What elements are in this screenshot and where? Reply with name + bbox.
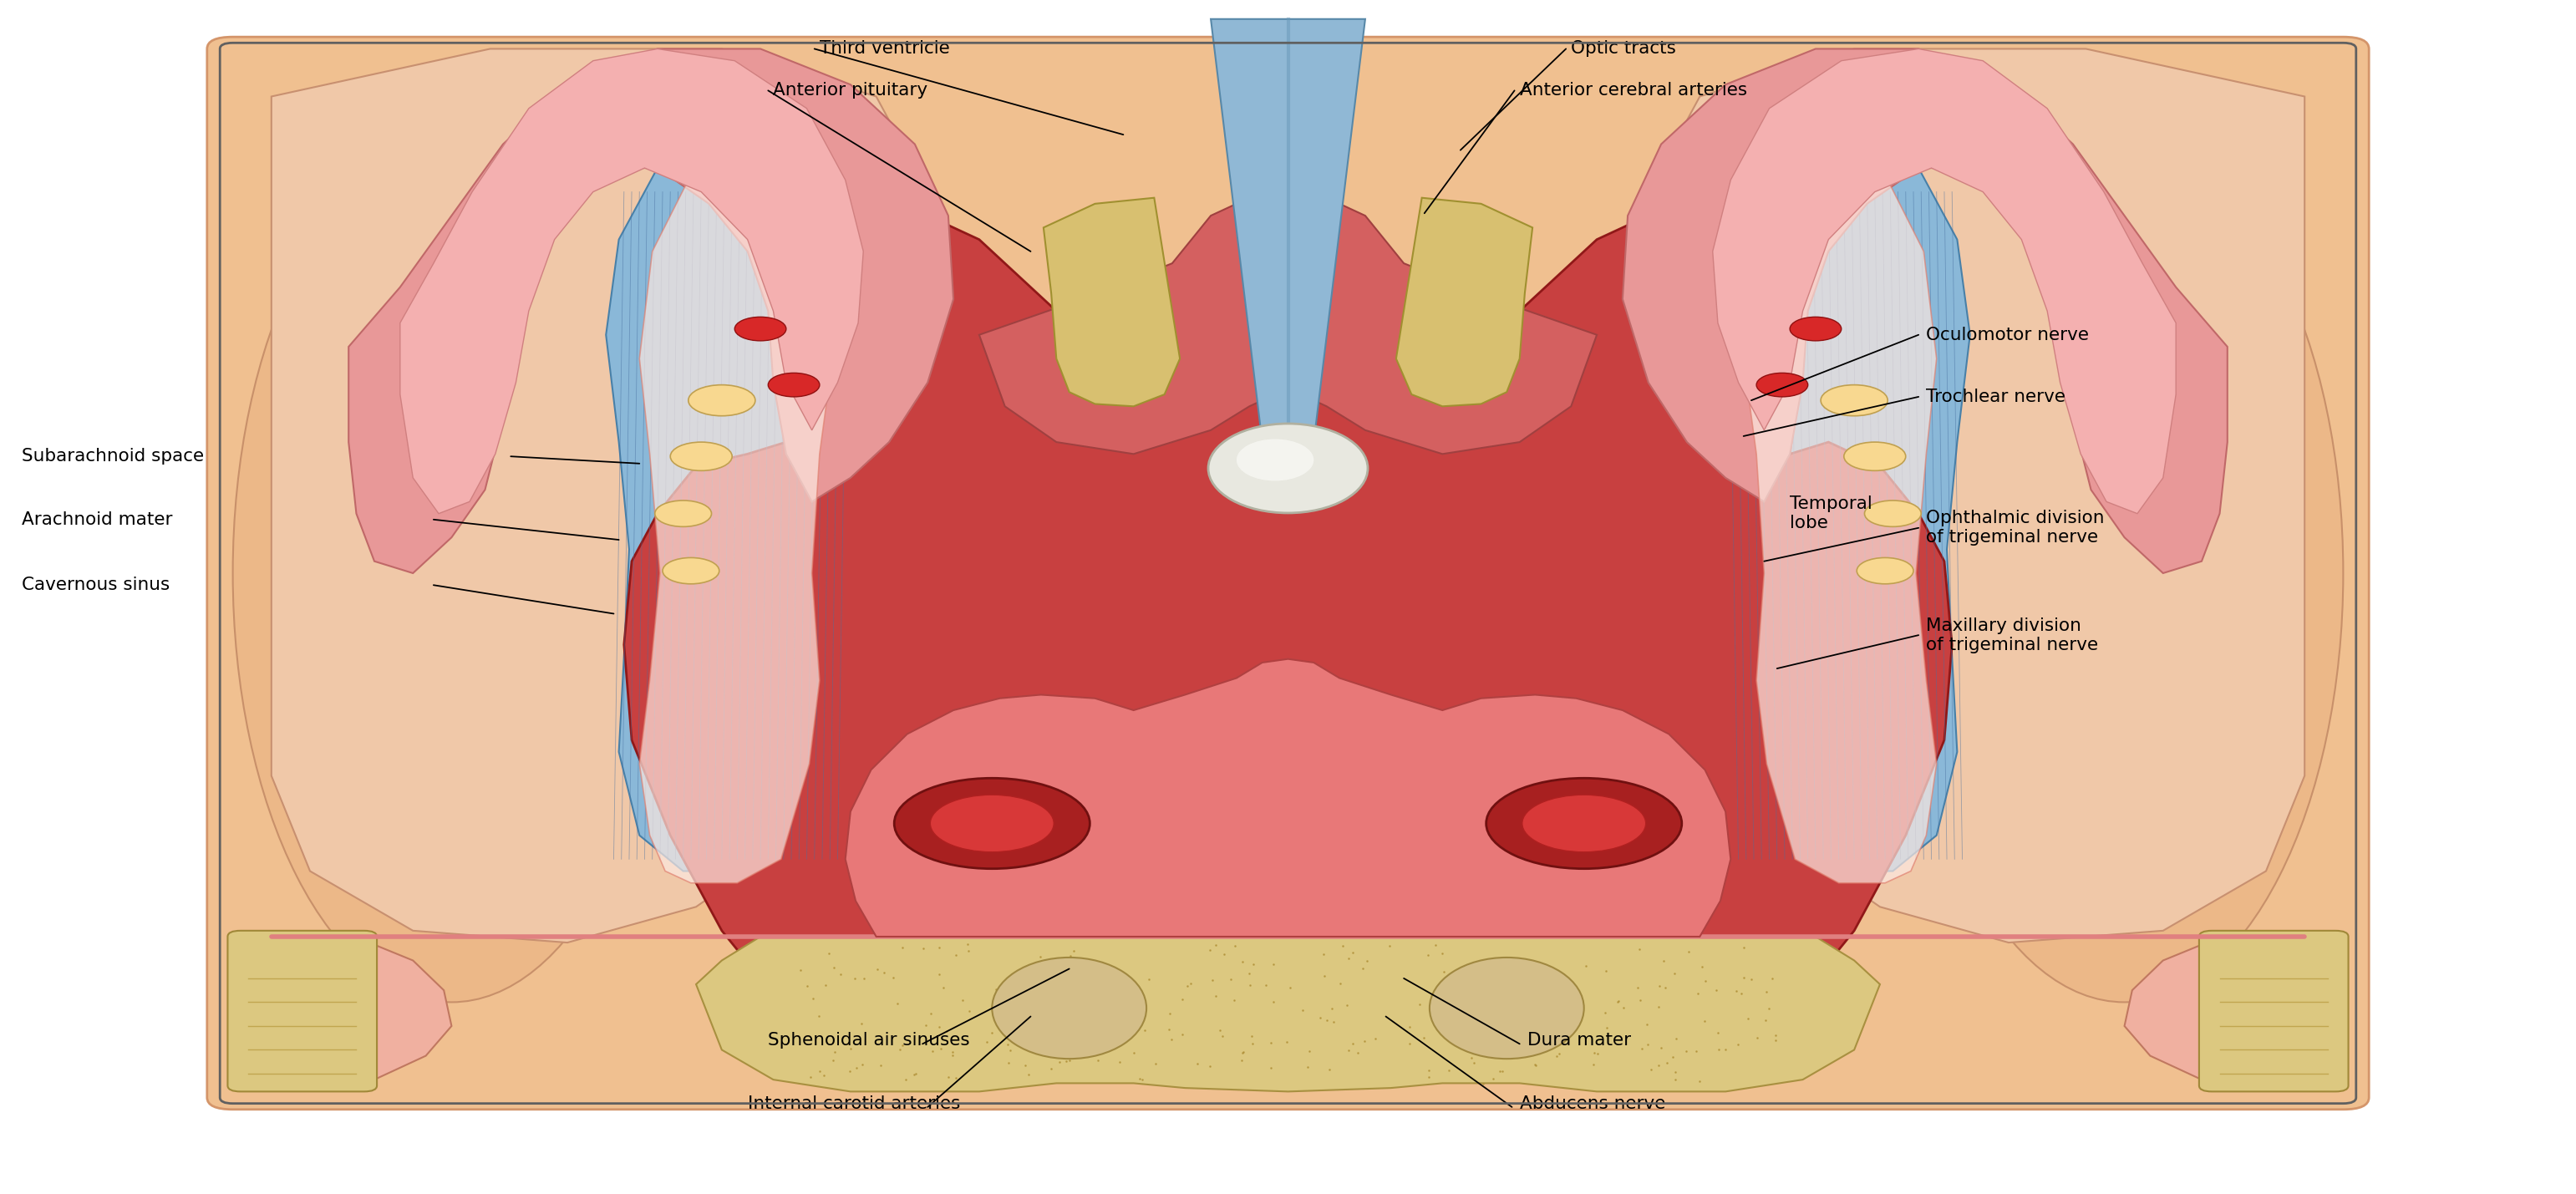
Ellipse shape [2200,451,2246,481]
Text: Sphenoidal air sinuses: Sphenoidal air sinuses [768,1032,971,1048]
Text: Subarachnoid space: Subarachnoid space [21,448,204,464]
Ellipse shape [2156,592,2213,626]
Polygon shape [348,49,953,573]
Text: Anterior pituitary: Anterior pituitary [773,82,927,99]
Circle shape [1821,384,1888,416]
Text: Cavernous sinus: Cavernous sinus [21,577,170,593]
Circle shape [1865,500,1922,527]
Polygon shape [1623,49,2228,573]
Ellipse shape [2123,658,2179,691]
Text: Dura mater: Dura mater [1528,1032,1631,1048]
Ellipse shape [2184,524,2236,555]
Polygon shape [1649,49,2306,942]
Text: Abducens nerve: Abducens nerve [1520,1095,1664,1112]
FancyBboxPatch shape [206,37,2370,1109]
Ellipse shape [549,93,611,124]
Ellipse shape [992,958,1146,1059]
Ellipse shape [623,79,690,103]
Circle shape [662,558,719,584]
Ellipse shape [2190,376,2241,407]
Text: Maxillary division
of trigeminal nerve: Maxillary division of trigeminal nerve [1927,617,2099,653]
Ellipse shape [1208,424,1368,513]
Ellipse shape [1430,958,1584,1059]
Ellipse shape [1906,144,2344,1002]
Polygon shape [232,936,451,1079]
Ellipse shape [495,122,551,155]
Text: Optic tracts: Optic tracts [1571,41,1677,57]
Ellipse shape [1236,439,1314,481]
Text: Oculomotor nerve: Oculomotor nerve [1927,326,2089,343]
Ellipse shape [1886,79,1953,103]
Polygon shape [1739,156,1971,872]
Polygon shape [1211,19,1365,442]
Polygon shape [2125,936,2344,1079]
Circle shape [670,442,732,470]
Circle shape [1486,778,1682,869]
Ellipse shape [394,278,446,308]
Ellipse shape [335,376,386,407]
Ellipse shape [340,524,392,555]
Circle shape [1790,316,1842,340]
FancyBboxPatch shape [2200,930,2349,1091]
Circle shape [1857,558,1914,584]
Text: Trochlear nerve: Trochlear nerve [1927,388,2066,405]
Ellipse shape [448,170,505,203]
Polygon shape [639,180,832,884]
Ellipse shape [2130,278,2182,308]
Text: Ophthalmic division
of trigeminal nerve: Ophthalmic division of trigeminal nerve [1927,510,2105,546]
Polygon shape [1744,180,1937,884]
Ellipse shape [1965,93,2027,124]
Ellipse shape [2071,170,2128,203]
Ellipse shape [2025,122,2081,155]
Ellipse shape [232,144,670,1002]
Ellipse shape [415,223,471,257]
Circle shape [688,384,755,416]
Ellipse shape [330,451,376,481]
Circle shape [1522,795,1646,853]
Polygon shape [979,186,1597,454]
Circle shape [1844,442,1906,470]
Text: Temporal
lobe: Temporal lobe [1790,496,1873,531]
FancyBboxPatch shape [227,930,376,1091]
Polygon shape [696,936,1880,1091]
Text: Anterior cerebral arteries: Anterior cerebral arteries [1520,82,1747,99]
Circle shape [768,373,819,396]
Ellipse shape [2166,300,2223,333]
Ellipse shape [353,300,410,333]
Polygon shape [399,49,863,513]
Circle shape [894,778,1090,869]
Circle shape [734,316,786,340]
Circle shape [930,795,1054,853]
Text: Third ventricle: Third ventricle [819,41,951,57]
Text: Arachnoid mater: Arachnoid mater [21,511,173,528]
Polygon shape [1713,49,2177,513]
Ellipse shape [397,658,453,691]
Ellipse shape [2105,223,2161,257]
Circle shape [1757,373,1808,396]
Polygon shape [1043,198,1180,406]
Polygon shape [605,156,837,872]
Circle shape [654,500,711,527]
Text: Internal carotid arteries: Internal carotid arteries [747,1095,961,1112]
Polygon shape [845,659,1731,936]
Polygon shape [1396,198,1533,406]
Polygon shape [623,216,1953,978]
Ellipse shape [363,592,420,626]
Polygon shape [270,49,927,942]
